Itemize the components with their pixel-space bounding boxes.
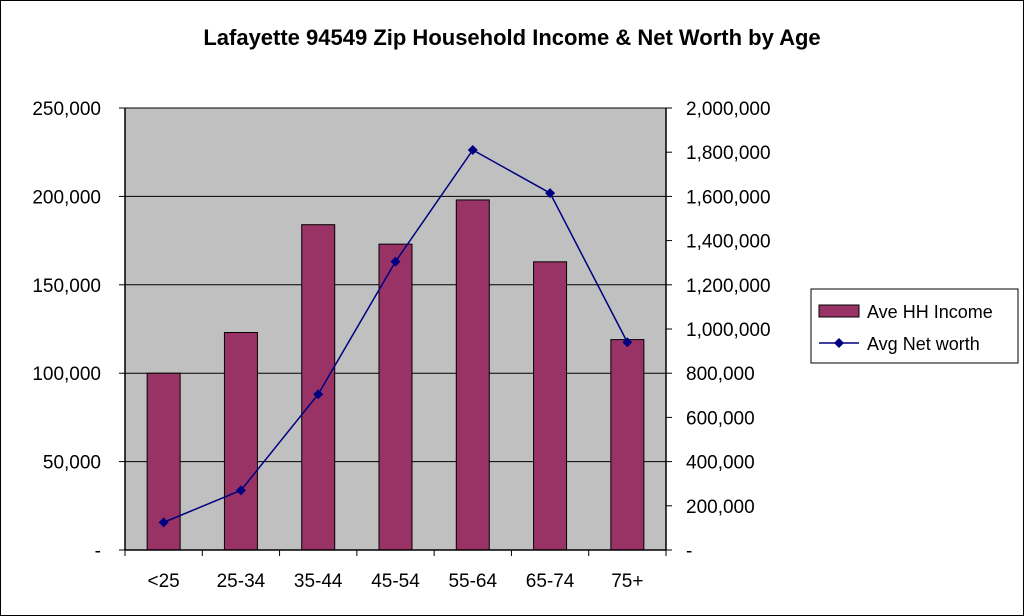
bar-series	[146, 199, 645, 551]
right-tick-label: 1,400,000	[686, 232, 771, 253]
right-tick-label: 800,000	[686, 364, 755, 385]
legend-label-networth: Avg Net worth	[867, 334, 980, 354]
axes: - 50,000 100,000 150,000 200,000 250,000 - 200,…	[32, 99, 770, 592]
left-tick-label: 250,000	[32, 99, 101, 120]
left-tick-label: -	[95, 541, 101, 562]
x-tick-label: 25-34	[217, 571, 266, 592]
income-bar	[610, 339, 645, 551]
x-tick-label: 35-44	[294, 571, 343, 592]
income-bar	[378, 243, 413, 551]
left-tick-label: 50,000	[43, 453, 101, 474]
networth-point	[622, 337, 633, 348]
networth-point	[235, 485, 246, 496]
right-tick-label: 1,600,000	[686, 187, 771, 208]
x-tick-label: 45-54	[371, 571, 420, 592]
right-tick-label: 1,200,000	[686, 276, 771, 297]
networth-point	[158, 517, 169, 528]
legend: Ave HH Income Avg Net worth	[810, 288, 1019, 364]
right-tick-label: 2,000,000	[686, 99, 771, 120]
legend-box	[810, 288, 1019, 364]
x-tick-label: 55-64	[448, 571, 497, 592]
right-tick-label: 200,000	[686, 497, 755, 518]
line-series	[158, 144, 633, 528]
networth-point	[545, 188, 556, 199]
left-tick-label: 100,000	[32, 364, 101, 385]
chart-title: Lafayette 94549 Zip Household Income & N…	[203, 25, 820, 50]
left-tick-label: 150,000	[32, 276, 101, 297]
right-tick-label: 600,000	[686, 408, 755, 429]
networth-point	[467, 144, 478, 155]
x-tick-label: <25	[148, 571, 180, 592]
left-tick-label: 200,000	[32, 187, 101, 208]
income-bar	[455, 199, 490, 551]
x-tick-label: 75+	[611, 571, 643, 592]
right-tick-label: 1,000,000	[686, 320, 771, 341]
networth-point	[313, 389, 324, 400]
legend-swatch-income	[818, 304, 860, 318]
right-tick-label: 400,000	[686, 453, 755, 474]
legend-marker-networth	[834, 338, 844, 348]
income-bar	[223, 332, 258, 551]
right-tick-label: -	[686, 541, 692, 562]
networth-point	[390, 256, 401, 267]
income-bar	[301, 224, 336, 551]
legend-label-income: Ave HH Income	[867, 302, 993, 322]
right-tick-label: 1,800,000	[686, 143, 771, 164]
income-bar	[533, 261, 568, 551]
x-tick-label: 65-74	[526, 571, 575, 592]
